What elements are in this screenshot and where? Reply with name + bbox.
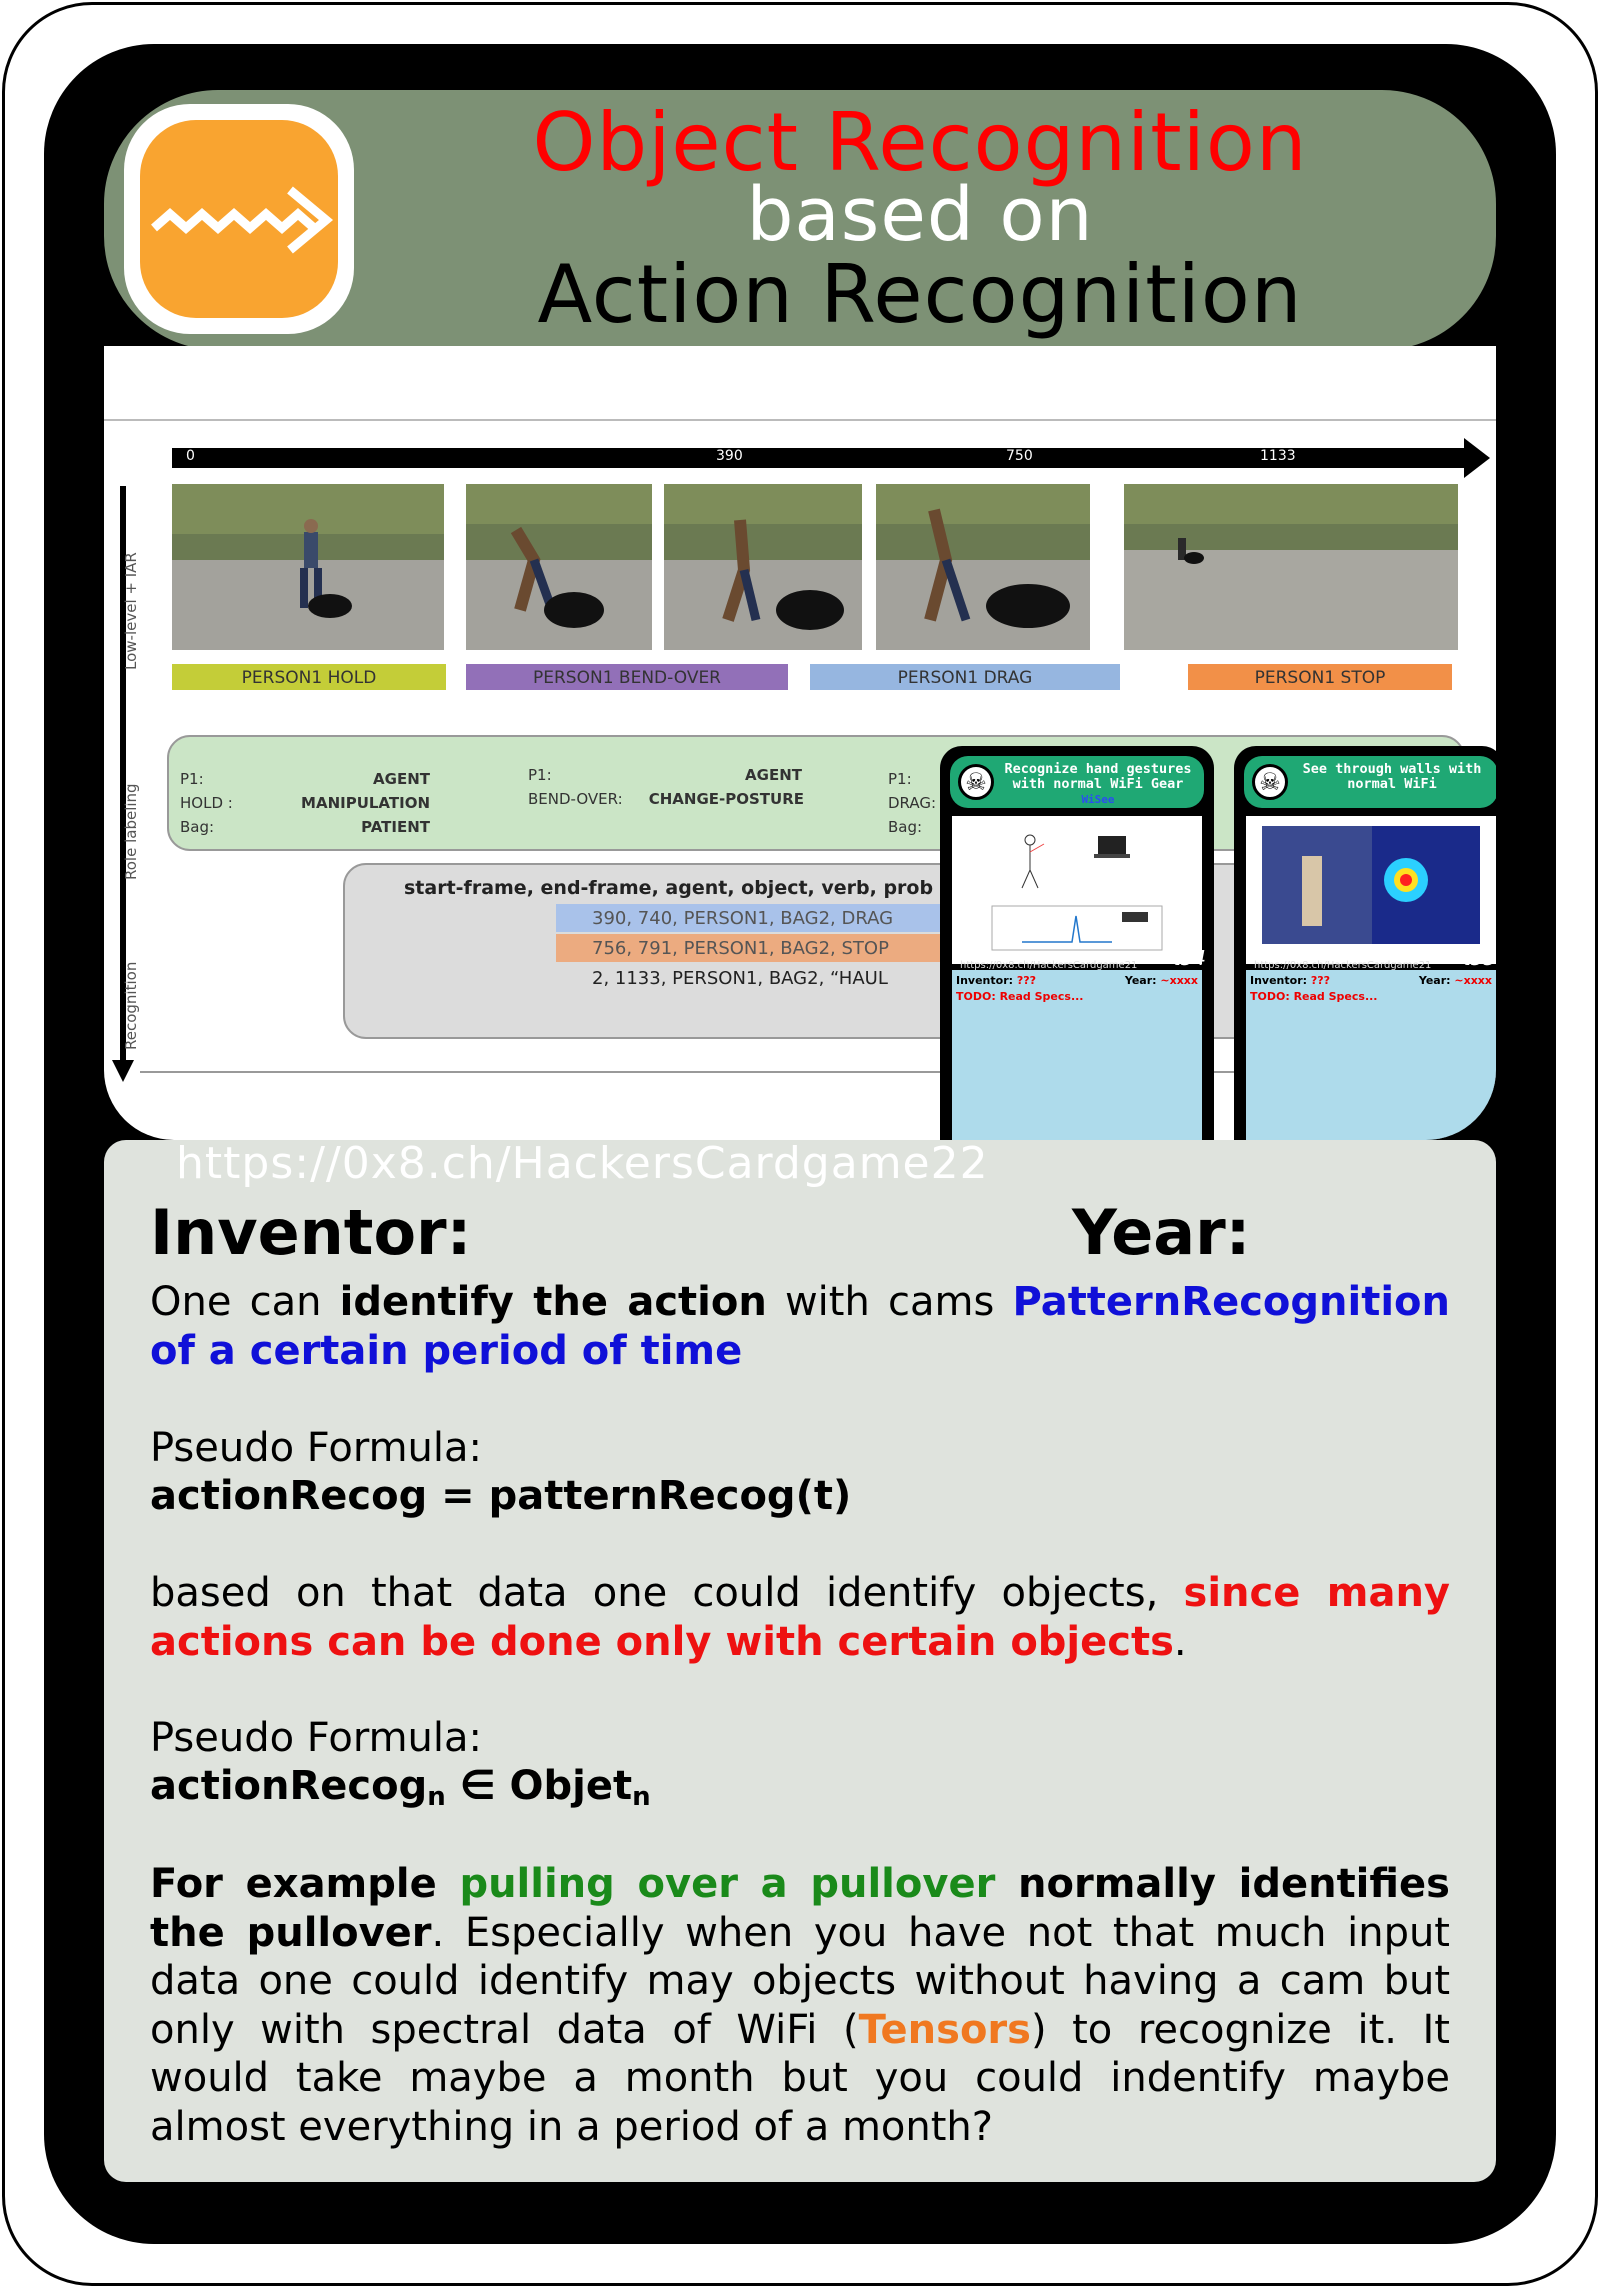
mini-card-image: [952, 816, 1202, 964]
formula-1-label: Pseudo Formula:: [150, 1425, 483, 1471]
mini-todo: TODO: Read Specs...: [1250, 990, 1378, 1003]
photo-frame-2: [466, 484, 652, 650]
paragraph-example: For example pulling over a pullover norm…: [150, 1861, 1450, 2150]
role-3-line-3-key: Bag:: [888, 818, 922, 836]
mini-card-image: [1246, 816, 1496, 964]
role-2-line-2-key: BEND-OVER:: [528, 790, 623, 808]
photo-frame-3: [664, 484, 862, 650]
zipper-icon: [140, 120, 338, 318]
action-label-drag: PERSON1 DRAG: [898, 668, 1033, 688]
action-recognition-figure: 0 390 750 1133 Low-level + IAR Role labe…: [104, 346, 1496, 1140]
action-bar-hold: [172, 664, 446, 690]
year-heading: Year:: [1072, 1196, 1251, 1269]
mini-card-title: See through walls with normal WiFi: [1302, 761, 1482, 792]
role-3-line-2-key: DRAG:: [888, 794, 936, 812]
mini-inventor-value: ???: [1310, 974, 1331, 987]
info-panel: [104, 1140, 1496, 2182]
role-2-line-1-val: AGENT: [745, 766, 803, 784]
role-1-line-2-val: MANIPULATION: [301, 794, 430, 812]
timeline-tick-390: 390: [716, 448, 743, 464]
mini-card-number: t55: [1462, 946, 1496, 970]
action-bar-drag: [810, 664, 1120, 690]
role-3-line-1-key: P1:: [888, 770, 912, 788]
action-bar-bend-over: [466, 664, 788, 690]
side-label-low-level: Low-level + IAR: [122, 552, 140, 670]
mini-todo: TODO: Read Specs...: [956, 990, 1084, 1003]
action-label-hold: PERSON1 HOLD: [242, 668, 377, 688]
mini-inventor-value: ???: [1016, 974, 1037, 987]
role-2-line-2-val: CHANGE-POSTURE: [649, 790, 804, 808]
recognition-row-3: 2, 1133, PERSON1, BAG2, “HAUL: [592, 968, 888, 989]
role-2-line-1-key: P1:: [528, 766, 552, 784]
mini-year-label: Year:: [1124, 974, 1157, 987]
photo-frame-4: [876, 484, 1090, 650]
card-logo: [124, 104, 354, 334]
formula-2: actionRecogn ∈ Objetn: [150, 1763, 651, 1812]
timeline-tick-0: 0: [186, 448, 195, 464]
action-label-bend-over: PERSON1 BEND-OVER: [533, 668, 721, 688]
mini-card-header: ☠ See through walls with normal WiFi: [1244, 756, 1496, 808]
mini-card-body: Inventor: ??? Year: ~xxxx TODO: Read Spe…: [952, 970, 1202, 1140]
skull-icon: ☠: [958, 764, 994, 800]
action-bar-stop: [1188, 664, 1452, 690]
recognition-header: start-frame, end-frame, agent, object, v…: [404, 877, 933, 899]
card-title-line2: based on: [746, 172, 1094, 258]
role-1-line-3-key: Bag:: [180, 818, 214, 836]
card-title-line1: Object Recognition: [532, 96, 1308, 189]
mini-card-header: ☠ Recognize hand gestures with normal Wi…: [950, 756, 1204, 808]
formula-2-label: Pseudo Formula:: [150, 1715, 483, 1761]
side-label-role-labeling: Role labeling: [122, 783, 140, 880]
mini-card-through-walls[interactable]: ☠ See through walls with normal WiFi t55…: [1234, 746, 1496, 1140]
photo-frame-1: [172, 484, 444, 650]
action-label-stop: PERSON1 STOP: [1255, 668, 1386, 688]
photo-frame-5: [1124, 484, 1458, 650]
role-1-line-1-key: P1:: [180, 770, 204, 788]
recognition-row-2: 756, 791, PERSON1, BAG2, STOP: [592, 938, 889, 959]
mini-inventor-label: Inventor:: [956, 974, 1014, 987]
card-url[interactable]: https://0x8.ch/HackersCardgame22: [176, 1138, 989, 1189]
mini-card-subtitle: WiSee: [1081, 793, 1115, 806]
inventor-heading: Inventor:: [150, 1196, 472, 1269]
mini-inventor-label: Inventor:: [1250, 974, 1308, 987]
mini-card-url: https://0x8.ch/HackersCardgame21: [1254, 960, 1432, 971]
timeline-tick-1133: 1133: [1260, 448, 1296, 464]
role-1-line-1-val: AGENT: [373, 770, 431, 788]
paragraph-identify-objects: based on that data one could identify ob…: [150, 1570, 1451, 1665]
role-1-line-2-key: HOLD :: [180, 794, 233, 812]
mini-year-value: ~xxxx: [1454, 974, 1492, 987]
recognition-row-1: 390, 740, PERSON1, BAG2, DRAG: [592, 908, 893, 929]
mini-year-label: Year:: [1418, 974, 1451, 987]
mini-card-body: Inventor: ??? Year: ~xxxx TODO: Read Spe…: [1246, 970, 1496, 1140]
mini-card-title: Recognize hand gestures with normal WiFi…: [1004, 761, 1192, 792]
side-label-recognition: Recognition: [122, 962, 140, 1050]
card-title-line3: Action Recognition: [537, 248, 1303, 341]
formula-1: actionRecog = patternRecog(t): [150, 1473, 852, 1519]
mini-year-value: ~xxxx: [1160, 974, 1198, 987]
mini-card-number: t54: [1172, 946, 1206, 970]
timeline-tick-750: 750: [1006, 448, 1033, 464]
mini-card-url: https://0x8.ch/HackersCardgame21: [960, 960, 1138, 971]
paragraph-identify-action: One can identify the action with cams Pa…: [150, 1279, 1450, 1374]
role-1-line-3-val: PATIENT: [361, 818, 431, 836]
mini-card-wisee[interactable]: ☠ Recognize hand gestures with normal Wi…: [940, 746, 1214, 1140]
skull-icon: ☠: [1252, 764, 1288, 800]
